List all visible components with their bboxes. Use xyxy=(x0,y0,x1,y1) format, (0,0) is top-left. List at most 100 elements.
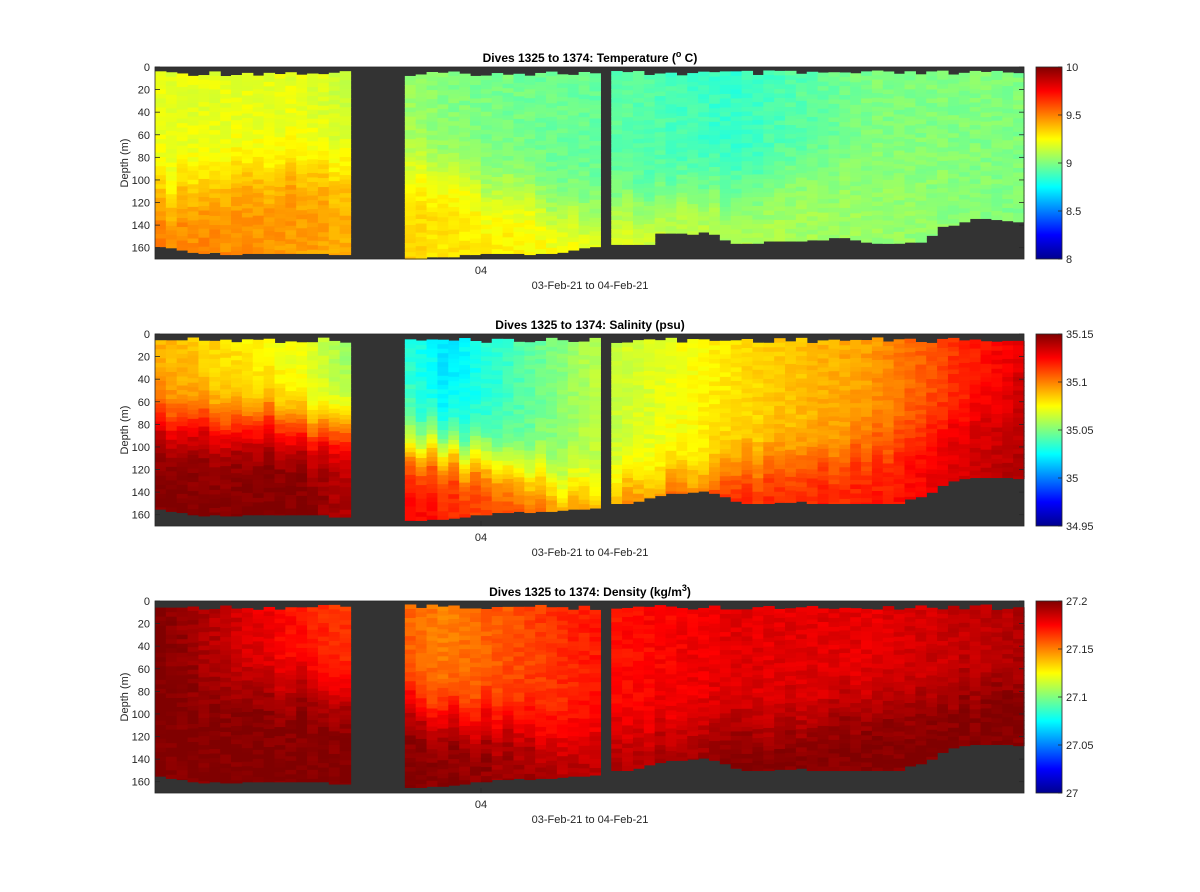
heatmap-cell xyxy=(698,220,710,226)
heatmap-cell xyxy=(817,158,830,164)
heatmap-cell xyxy=(448,390,460,396)
heatmap-cell xyxy=(578,404,591,410)
heatmap-cell xyxy=(730,498,743,502)
heatmap-cell xyxy=(643,210,656,216)
heatmap-cell xyxy=(774,79,786,86)
heatmap-cell xyxy=(437,420,449,427)
heatmap-cell xyxy=(328,104,341,110)
heatmap-cell xyxy=(437,81,449,87)
heatmap-cell xyxy=(980,198,993,204)
heatmap-cell xyxy=(209,426,221,432)
heatmap-cell xyxy=(241,90,254,97)
heatmap-cell xyxy=(850,113,862,120)
heatmap-cell xyxy=(339,423,352,430)
heatmap-cell xyxy=(752,233,764,239)
heatmap-cell xyxy=(752,342,764,348)
heatmap-cell xyxy=(567,219,580,225)
heatmap-cell xyxy=(719,121,732,127)
heatmap-cell xyxy=(426,99,439,105)
heatmap-cell xyxy=(632,80,645,86)
heatmap-cell xyxy=(698,180,710,186)
heatmap-cell xyxy=(307,414,319,420)
heatmap-cell xyxy=(741,379,754,385)
heatmap-cell xyxy=(415,74,428,80)
heatmap-cell xyxy=(198,458,210,464)
heatmap-cell xyxy=(252,362,265,368)
heatmap-cell xyxy=(850,181,862,187)
heatmap-cell xyxy=(795,191,808,197)
heatmap-cell xyxy=(947,74,960,80)
heatmap-cell xyxy=(611,107,623,113)
heatmap-cell xyxy=(437,154,449,160)
heatmap-cell xyxy=(426,375,439,381)
heatmap-cell xyxy=(165,72,178,78)
heatmap-cell xyxy=(513,146,525,152)
heatmap-cell xyxy=(611,93,623,99)
heatmap-cell xyxy=(480,93,493,99)
heatmap-cell xyxy=(611,224,623,230)
heatmap-cell xyxy=(643,348,656,354)
heatmap-cell xyxy=(643,178,656,184)
heatmap-cell xyxy=(915,92,927,98)
heatmap-cell xyxy=(654,127,667,133)
heatmap-cell xyxy=(459,356,471,362)
dive-profile-column xyxy=(513,341,525,512)
heatmap-cell xyxy=(296,156,308,162)
heatmap-cell xyxy=(513,150,525,156)
heatmap-cell xyxy=(252,488,265,494)
heatmap-cell xyxy=(491,77,504,83)
heatmap-cell xyxy=(220,116,232,122)
dive-profile-column xyxy=(578,71,591,249)
heatmap-cell xyxy=(622,230,634,236)
heatmap-cell xyxy=(589,77,601,83)
heatmap-cell xyxy=(556,151,569,157)
heatmap-cell xyxy=(252,184,265,190)
heatmap-cell xyxy=(861,93,873,100)
heatmap-cell xyxy=(904,211,916,217)
heatmap-cell xyxy=(491,213,504,219)
heatmap-cell xyxy=(339,71,352,77)
heatmap-cell xyxy=(285,504,297,510)
heatmap-cell xyxy=(307,105,319,111)
heatmap-cell xyxy=(850,127,862,133)
heatmap-cell xyxy=(317,360,330,366)
heatmap-cell xyxy=(719,107,732,113)
heatmap-cell xyxy=(285,194,297,200)
heatmap-cell xyxy=(708,194,721,200)
heatmap-cell xyxy=(187,504,200,510)
heatmap-cell xyxy=(426,502,439,508)
heatmap-cell xyxy=(513,105,525,111)
heatmap-cell xyxy=(817,176,830,182)
heatmap-cell xyxy=(285,440,297,446)
heatmap-cell xyxy=(752,469,764,475)
heatmap-cell xyxy=(155,430,167,436)
heatmap-cell xyxy=(231,459,243,465)
heatmap-cell xyxy=(665,226,677,232)
heatmap-cell xyxy=(643,483,656,490)
heatmap-cell xyxy=(861,134,873,140)
heatmap-cell xyxy=(741,352,754,358)
heatmap-cell xyxy=(274,437,286,443)
heatmap-cell xyxy=(404,134,417,140)
heatmap-cell xyxy=(719,354,732,360)
heatmap-cell xyxy=(491,82,504,88)
heatmap-cell xyxy=(676,174,688,180)
heatmap-cell xyxy=(763,169,775,175)
heatmap-cell xyxy=(231,151,243,157)
heatmap-cell xyxy=(578,445,591,451)
heatmap-cell xyxy=(317,337,330,343)
heatmap-cell xyxy=(861,234,873,240)
heatmap-cell xyxy=(861,166,873,172)
heatmap-cell xyxy=(937,215,949,221)
heatmap-cell xyxy=(448,354,460,360)
heatmap-cell xyxy=(763,428,775,434)
heatmap-cell xyxy=(556,196,569,202)
heatmap-cell xyxy=(567,111,580,117)
heatmap-cell xyxy=(611,89,623,95)
heatmap-cell xyxy=(480,378,493,385)
heatmap-cell xyxy=(752,365,764,371)
heatmap-cell xyxy=(285,81,297,87)
heatmap-cell xyxy=(307,109,319,115)
heatmap-cell xyxy=(698,112,710,118)
heatmap-cell xyxy=(274,352,286,358)
